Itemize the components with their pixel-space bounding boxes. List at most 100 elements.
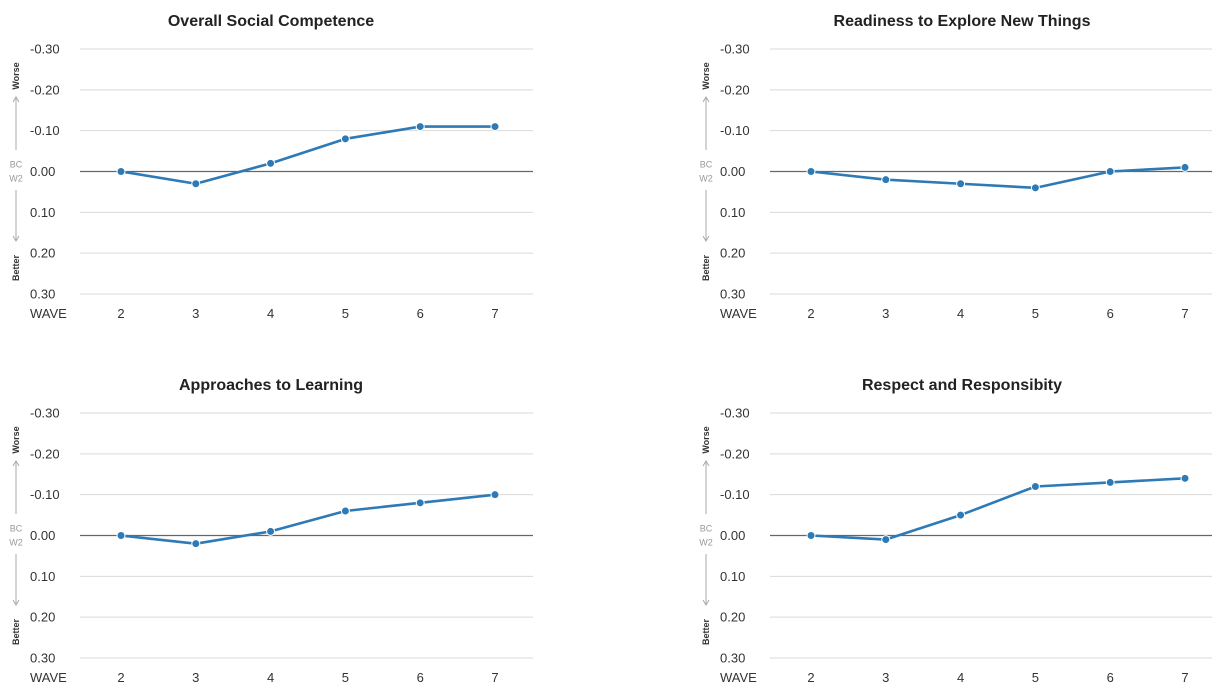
y-tick-label: 0.00 bbox=[30, 528, 55, 543]
x-tick-label: 4 bbox=[267, 306, 274, 321]
x-tick-label: 3 bbox=[192, 670, 199, 685]
y-tick-label: 0.30 bbox=[720, 651, 745, 666]
chart-title: Approaches to Learning bbox=[179, 377, 363, 394]
x-tick-label: 6 bbox=[417, 670, 424, 685]
better-arrow-icon bbox=[702, 235, 710, 242]
x-axis-prefix: WAVE bbox=[720, 670, 757, 685]
y-tick-label: -0.30 bbox=[720, 42, 750, 57]
data-point bbox=[956, 510, 966, 520]
y-tick-label: 0.00 bbox=[30, 164, 55, 179]
baseline-label-bc: BC bbox=[700, 160, 713, 170]
chart-svg-3: Approaches to Learning -0.30 -0.20 -0.10 0.0… bbox=[9, 377, 533, 685]
x-tick-label: 3 bbox=[192, 306, 199, 321]
x-tick-label: 4 bbox=[267, 670, 274, 685]
data-point bbox=[881, 175, 891, 185]
better-label: Better bbox=[11, 255, 21, 282]
y-tick-label: -0.30 bbox=[720, 406, 750, 421]
x-tick-label: 5 bbox=[1032, 670, 1039, 685]
chart-panel-4: Respect and Responsibity -0.30 -0.20 -0.10 0… bbox=[690, 364, 1212, 694]
x-axis-prefix: WAVE bbox=[30, 670, 67, 685]
data-point bbox=[490, 490, 500, 500]
worse-arrow-icon bbox=[12, 96, 20, 103]
data-point bbox=[956, 179, 966, 189]
baseline-label-w2: W2 bbox=[9, 174, 23, 184]
worse-label: Worse bbox=[701, 426, 711, 453]
y-tick-label: 0.10 bbox=[30, 205, 55, 220]
data-point bbox=[1105, 167, 1115, 176]
series-line bbox=[120, 125, 495, 186]
y-tick-label: -0.20 bbox=[720, 82, 750, 97]
y-tick-label: -0.20 bbox=[30, 446, 60, 461]
x-axis-prefix: WAVE bbox=[720, 306, 757, 321]
chart-panel-1: Overall Social Competence -0.30 -0.20 -0.10… bbox=[0, 0, 560, 330]
y-tick-label: 0.30 bbox=[720, 287, 745, 302]
data-point bbox=[490, 122, 500, 132]
data-point bbox=[116, 167, 126, 176]
y-tick-label: -0.30 bbox=[30, 406, 60, 421]
series-line bbox=[810, 477, 1186, 541]
data-point bbox=[191, 539, 201, 549]
data-point bbox=[1030, 183, 1040, 193]
x-tick-label: 4 bbox=[957, 670, 964, 685]
chart-svg-1: Overall Social Competence -0.30 -0.20 -0.10… bbox=[9, 13, 533, 321]
x-tick-label: 2 bbox=[807, 306, 814, 321]
x-tick-label: 3 bbox=[882, 306, 889, 321]
x-tick-label: 5 bbox=[1032, 306, 1039, 321]
y-tick-label: -0.30 bbox=[30, 42, 60, 57]
x-tick-label: 6 bbox=[417, 306, 424, 321]
data-point bbox=[340, 134, 350, 144]
y-tick-label: -0.10 bbox=[720, 487, 750, 502]
data-point bbox=[806, 531, 816, 540]
x-tick-label: 2 bbox=[117, 670, 124, 685]
y-tick-label: -0.20 bbox=[30, 82, 60, 97]
y-tick-label: 0.30 bbox=[30, 287, 55, 302]
baseline-label-w2: W2 bbox=[699, 538, 713, 548]
x-tick-label: 7 bbox=[1181, 670, 1188, 685]
chart-svg-2: Readiness to Explore New Things -0.30 -0.2… bbox=[699, 13, 1212, 321]
x-tick-label: 6 bbox=[1107, 306, 1114, 321]
x-tick-label: 6 bbox=[1107, 670, 1114, 685]
y-tick-label: -0.10 bbox=[30, 487, 60, 502]
baseline-label-w2: W2 bbox=[699, 174, 713, 184]
worse-arrow-icon bbox=[702, 460, 710, 467]
chart-panel-3: Approaches to Learning -0.30 -0.20 -0.10 0.0… bbox=[0, 364, 560, 694]
chart-panel-2: Readiness to Explore New Things -0.30 -0.2… bbox=[690, 0, 1212, 330]
better-label: Better bbox=[701, 619, 711, 646]
series-line bbox=[810, 166, 1186, 190]
worse-arrow-icon bbox=[702, 96, 710, 103]
y-tick-label: 0.20 bbox=[30, 246, 55, 261]
chart-title: Readiness to Explore New Things bbox=[834, 13, 1091, 30]
data-point bbox=[340, 506, 350, 516]
better-arrow-icon bbox=[12, 599, 20, 606]
x-tick-label: 7 bbox=[1181, 306, 1188, 321]
worse-label: Worse bbox=[11, 426, 21, 453]
better-arrow-icon bbox=[702, 599, 710, 606]
y-tick-label: 0.00 bbox=[720, 164, 745, 179]
data-point bbox=[266, 158, 276, 168]
y-tick-label: -0.20 bbox=[720, 446, 750, 461]
x-tick-label: 5 bbox=[342, 670, 349, 685]
better-arrow-icon bbox=[12, 235, 20, 242]
y-tick-label: 0.20 bbox=[720, 246, 745, 261]
chart-svg-4: Respect and Responsibity -0.30 -0.20 -0.10 0… bbox=[699, 377, 1212, 685]
data-point bbox=[881, 535, 891, 545]
chart-title: Respect and Responsibity bbox=[862, 377, 1062, 394]
y-tick-label: 0.10 bbox=[720, 205, 745, 220]
better-label: Better bbox=[701, 255, 711, 282]
y-tick-label: 0.20 bbox=[720, 610, 745, 625]
y-tick-label: 0.20 bbox=[30, 610, 55, 625]
baseline-label-w2: W2 bbox=[9, 538, 23, 548]
x-tick-label: 5 bbox=[342, 306, 349, 321]
data-point bbox=[1180, 162, 1190, 172]
better-label: Better bbox=[11, 619, 21, 646]
x-tick-label: 2 bbox=[117, 306, 124, 321]
data-point bbox=[1180, 473, 1190, 483]
x-tick-label: 4 bbox=[957, 306, 964, 321]
x-tick-label: 7 bbox=[491, 670, 498, 685]
x-axis-prefix: WAVE bbox=[30, 306, 67, 321]
worse-label: Worse bbox=[11, 62, 21, 89]
data-point bbox=[266, 526, 276, 536]
x-tick-label: 3 bbox=[882, 670, 889, 685]
series-line bbox=[120, 493, 496, 545]
baseline-label-bc: BC bbox=[10, 160, 23, 170]
